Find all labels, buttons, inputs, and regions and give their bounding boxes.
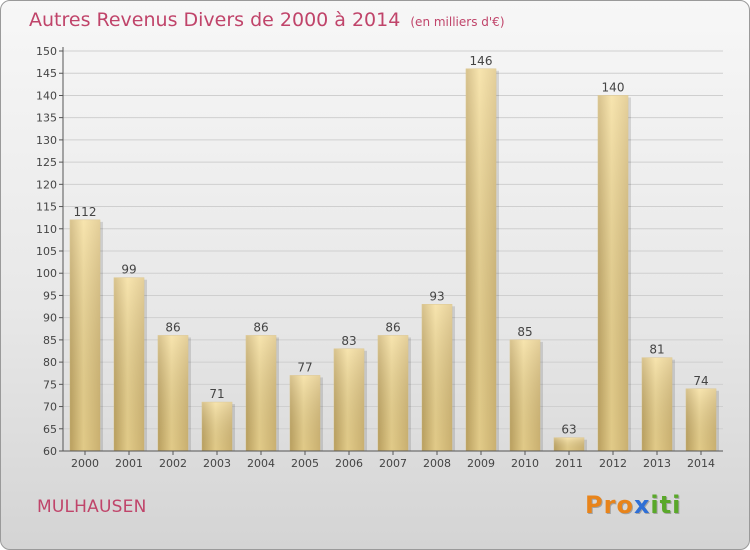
bar-value-label: 86 <box>253 320 268 334</box>
bar-shade <box>554 437 584 451</box>
logo-letter: i <box>650 491 660 519</box>
x-tick-label: 2006 <box>335 457 363 470</box>
bar-shade <box>158 335 188 451</box>
bar-value-label: 93 <box>429 289 444 303</box>
y-tick-label: 125 <box>36 156 57 169</box>
bar-value-label: 74 <box>693 374 708 388</box>
x-tick-label: 2009 <box>467 457 495 470</box>
bars <box>69 68 719 452</box>
y-tick-label: 130 <box>36 134 57 147</box>
bar-shade <box>598 95 628 451</box>
axes <box>59 47 723 455</box>
chart-unit: (en milliers d'€) <box>410 15 505 29</box>
bar-value-label: 86 <box>165 320 180 334</box>
y-tick-label: 145 <box>36 67 57 80</box>
x-tick-label: 2007 <box>379 457 407 470</box>
logo-letter: i <box>672 491 682 519</box>
x-tick-label: 2013 <box>643 457 671 470</box>
proxiti-logo: Proxiti <box>585 491 681 519</box>
bar-value-label: 99 <box>121 263 136 277</box>
bar-shade <box>114 277 144 451</box>
bar-value-label: 71 <box>209 387 224 401</box>
bar-shade <box>290 375 320 451</box>
y-tick-label: 150 <box>36 45 57 58</box>
y-tick-label: 85 <box>43 334 57 347</box>
y-tick-label: 135 <box>36 112 57 125</box>
bar-value-label: 77 <box>297 360 312 374</box>
y-tick-label: 65 <box>43 423 57 436</box>
x-tick-label: 2011 <box>555 457 583 470</box>
bar-shade <box>378 335 408 451</box>
labels: 60 65 70 75 80 85 90 95 100 105 110 115 120 125 130 135… <box>36 45 715 470</box>
y-tick-label: 80 <box>43 356 57 369</box>
bar-value-label: 81 <box>649 343 664 357</box>
bar-value-label: 63 <box>561 423 576 437</box>
x-tick-label: 2010 <box>511 457 539 470</box>
bar-value-label: 146 <box>470 54 493 68</box>
chart-title: Autres Revenus Divers de 2000 à 2014 (en… <box>29 9 505 31</box>
bar-shade <box>70 219 100 451</box>
logo-letter: r <box>603 491 617 519</box>
y-tick-label: 75 <box>43 378 57 391</box>
bar-value-label: 83 <box>341 334 356 348</box>
bar-value-label: 140 <box>602 80 625 94</box>
y-tick-label: 105 <box>36 245 57 258</box>
y-tick-label: 60 <box>43 445 57 458</box>
bar-value-label: 112 <box>74 205 97 219</box>
x-tick-label: 2002 <box>159 457 187 470</box>
bar-shade <box>642 357 672 451</box>
x-tick-label: 2005 <box>291 457 319 470</box>
y-tick-label: 100 <box>36 267 57 280</box>
y-tick-label: 140 <box>36 89 57 102</box>
bar-shade <box>510 339 540 451</box>
bar-shade <box>202 402 232 451</box>
bar-shade <box>422 304 452 451</box>
y-tick-label: 70 <box>43 401 57 414</box>
x-tick-label: 2008 <box>423 457 451 470</box>
bar-shade <box>686 388 716 451</box>
x-tick-label: 2000 <box>71 457 99 470</box>
x-tick-label: 2003 <box>203 457 231 470</box>
bar-value-label: 86 <box>385 320 400 334</box>
bar-shade <box>334 348 364 451</box>
y-tick-label: 115 <box>36 201 57 214</box>
logo-letter: x <box>633 491 651 519</box>
y-tick-label: 120 <box>36 178 57 191</box>
x-tick-label: 2012 <box>599 457 627 470</box>
logo-letter: P <box>585 491 604 519</box>
x-tick-label: 2014 <box>687 457 715 470</box>
logo-letter: t <box>659 491 673 519</box>
city-name: MULHAUSEN <box>37 497 147 517</box>
y-tick-label: 95 <box>43 289 57 302</box>
bar-value-label: 85 <box>517 325 532 339</box>
bar-shade <box>246 335 276 451</box>
x-tick-label: 2004 <box>247 457 275 470</box>
chart-title-text: Autres Revenus Divers de 2000 à 2014 <box>29 9 401 31</box>
bar-shade <box>466 68 496 452</box>
x-tick-label: 2001 <box>115 457 143 470</box>
y-tick-label: 90 <box>43 312 57 325</box>
y-tick-label: 110 <box>36 223 57 236</box>
logo-letter: o <box>616 491 634 519</box>
